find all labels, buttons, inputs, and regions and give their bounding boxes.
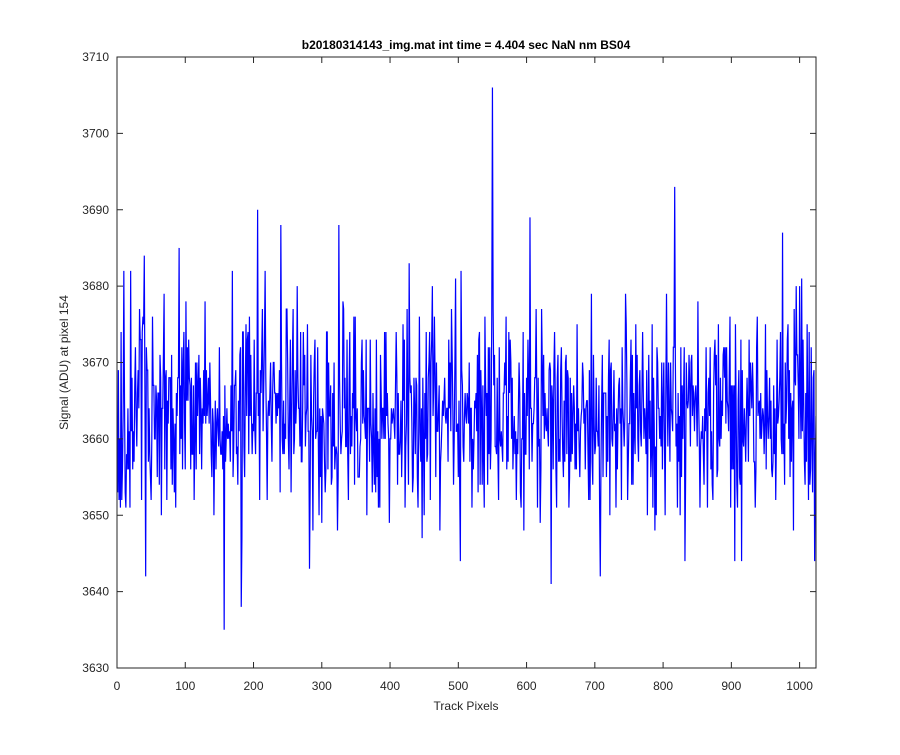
- x-tick-label: 300: [312, 679, 332, 693]
- series-line: [117, 87, 816, 630]
- y-tick-label: 3640: [82, 585, 109, 599]
- series-group: [117, 87, 816, 630]
- x-tick-label: 200: [244, 679, 264, 693]
- y-axis-ticks: 3630 3640 3650 3660 3670 3680 3690 3700 3710: [82, 50, 816, 675]
- x-tick-label: 700: [585, 679, 605, 693]
- chart-title: b20180314143_img.mat int time = 4.404 se…: [302, 38, 631, 52]
- x-axis-label: Track Pixels: [434, 699, 499, 713]
- y-tick-label: 3680: [82, 279, 109, 293]
- x-axis-ticks: 0 100 200 300 400 500 600 700 800 900 1000: [114, 57, 813, 693]
- y-tick-label: 3670: [82, 356, 109, 370]
- x-tick-label: 600: [517, 679, 537, 693]
- y-tick-label: 3710: [82, 50, 109, 64]
- y-axis-label: Signal (ADU) at pixel 154: [57, 295, 71, 430]
- x-tick-label: 900: [721, 679, 741, 693]
- x-tick-label: 800: [653, 679, 673, 693]
- x-tick-label: 1000: [786, 679, 813, 693]
- x-tick-label: 100: [175, 679, 195, 693]
- x-tick-label: 500: [448, 679, 468, 693]
- x-tick-label: 0: [114, 679, 121, 693]
- y-tick-label: 3650: [82, 508, 109, 522]
- y-tick-label: 3700: [82, 126, 109, 140]
- x-tick-label: 400: [380, 679, 400, 693]
- y-tick-label: 3660: [82, 432, 109, 446]
- y-tick-label: 3630: [82, 661, 109, 675]
- y-tick-label: 3690: [82, 203, 109, 217]
- plot-background: [117, 57, 816, 668]
